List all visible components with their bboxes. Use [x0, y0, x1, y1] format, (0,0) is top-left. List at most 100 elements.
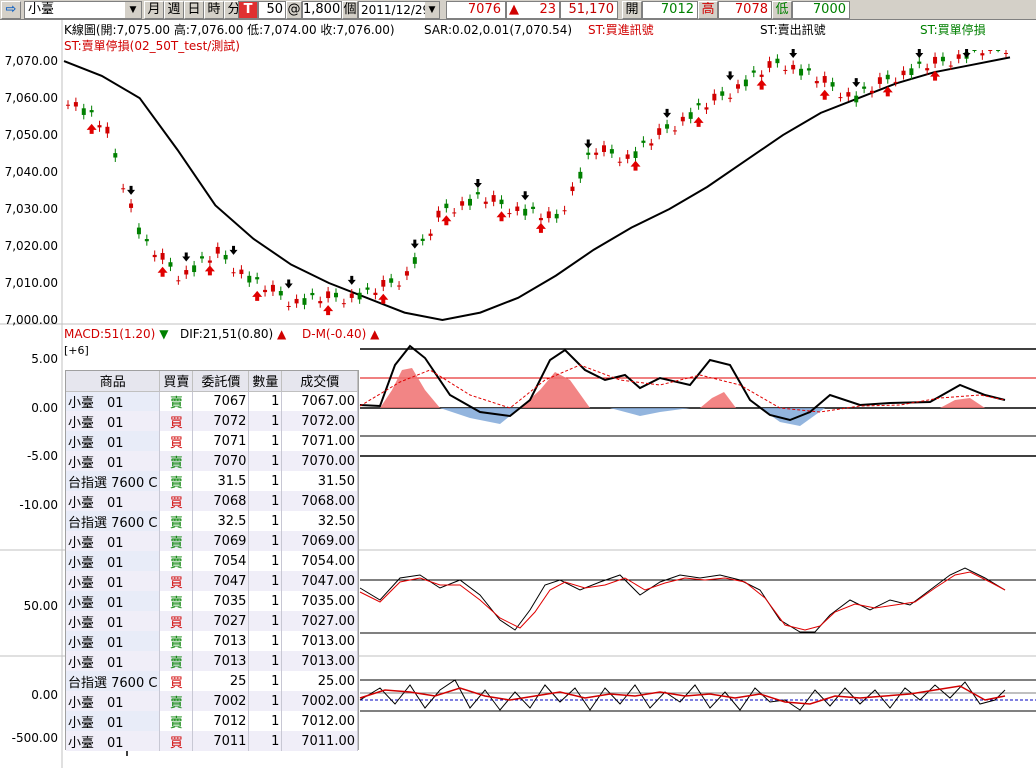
col-qty-header[interactable]: 數量: [248, 371, 283, 392]
candle-body: [192, 265, 197, 273]
order-fill-price: 7012.00: [281, 711, 358, 731]
macd-legend-text: MACD:51(1.20): [64, 327, 155, 341]
period-day-button[interactable]: 日: [184, 1, 204, 19]
order-fill-price: 7013.00: [281, 651, 358, 671]
candle-body: [310, 292, 315, 296]
period-month-button[interactable]: 月: [144, 1, 164, 19]
order-row[interactable]: 小臺 01 賣 7002 1 7002.00: [66, 691, 358, 711]
col-fill-header[interactable]: 成交價: [281, 371, 358, 392]
dif-line: [359, 344, 1006, 422]
candle-body: [176, 280, 181, 282]
candle-body: [365, 287, 370, 290]
candle-body: [696, 103, 701, 106]
candle-body: [168, 262, 173, 267]
order-fill-price: 7011.00: [281, 731, 358, 751]
candle-body: [814, 81, 819, 84]
candle-body: [231, 272, 236, 274]
order-row[interactable]: 小臺 01 賣 7054 1 7054.00: [66, 551, 358, 571]
order-fill-price: 31.50: [281, 471, 358, 491]
up-arrow-icon: ▲: [366, 327, 380, 341]
candle-body: [184, 270, 189, 275]
order-product: 小臺 01: [66, 611, 161, 631]
candle-body: [475, 192, 480, 195]
order-row[interactable]: 小臺 01 賣 7070 1 7070.00: [66, 451, 358, 471]
sell-signal-arrow-icon: [726, 71, 735, 81]
col-product-header[interactable]: 商品: [66, 371, 161, 392]
order-row[interactable]: 小臺 01 買 7011 1 7011.00: [66, 731, 358, 751]
sell-signal-arrow-icon: [284, 279, 293, 289]
qty-input[interactable]: 50: [258, 1, 286, 19]
macd-tag: [+6]: [64, 344, 89, 357]
col-side-header[interactable]: 買賣: [159, 371, 194, 392]
price-tick-label: 7,010.00: [5, 276, 58, 290]
volume-field: 51,170: [560, 1, 618, 19]
unit-label: 個: [342, 1, 358, 19]
macd-lines: [359, 344, 1036, 457]
kd-lines: [359, 567, 1036, 634]
order-product: 台指選 7600 C: [66, 471, 161, 491]
order-qty: 1: [248, 711, 283, 731]
order-row[interactable]: 小臺 01 賣 7013 1 7013.00: [66, 631, 358, 651]
amount-input[interactable]: 1,800: [302, 1, 342, 19]
candle-body: [578, 171, 583, 179]
order-product: 小臺 01: [66, 531, 161, 551]
candle-body: [672, 130, 677, 132]
chart-canvas[interactable]: K線圖(開:7,075.00 高:7,076.00 低:7,074.00 收:7…: [0, 20, 1036, 768]
candle-body: [263, 289, 268, 293]
order-fill-price: 7035.00: [281, 591, 358, 611]
order-row[interactable]: 小臺 01 買 7068 1 7068.00: [66, 491, 358, 511]
candle-body: [846, 92, 851, 97]
sell-signal-arrow-icon: [229, 245, 238, 255]
chevron-down-icon[interactable]: ▼: [125, 2, 141, 18]
order-price: 7054: [192, 551, 250, 571]
order-qty: 1: [248, 411, 283, 431]
dif-legend-text: DIF:21,51(0.80): [180, 327, 273, 341]
order-price: 7067: [192, 391, 250, 411]
candle-body: [223, 254, 228, 260]
order-row[interactable]: 小臺 01 賣 7069 1 7069.00: [66, 531, 358, 551]
order-row[interactable]: 台指選 7600 C 賣 31.5 1 31.50: [66, 471, 358, 491]
date-select[interactable]: 2011/12/29 ▼: [358, 1, 440, 19]
order-row[interactable]: 小臺 01 賣 7013 1 7013.00: [66, 651, 358, 671]
period-hour-button[interactable]: 時: [204, 1, 224, 19]
order-history-table[interactable]: 商品 買賣 委託價 數量 成交價 小臺 01 賣 7067 1 7067.00 小臺 01…: [65, 370, 359, 751]
order-row[interactable]: 小臺 01 賣 7012 1 7012.00: [66, 711, 358, 731]
order-row[interactable]: 小臺 01 買 7027 1 7027.00: [66, 611, 358, 631]
candle-body: [799, 68, 804, 76]
order-row[interactable]: 小臺 01 買 7047 1 7047.00: [66, 571, 358, 591]
chart-area[interactable]: K線圖(開:7,075.00 高:7,076.00 低:7,074.00 收:7…: [0, 20, 1036, 768]
order-row[interactable]: 台指選 7600 C 買 25 1 25.00: [66, 671, 358, 691]
order-row[interactable]: 小臺 01 賣 7035 1 7035.00: [66, 591, 358, 611]
candle-body: [854, 95, 859, 103]
order-qty: 1: [248, 671, 283, 691]
order-row[interactable]: 台指選 7600 C 賣 32.5 1 32.50: [66, 511, 358, 531]
col-price-header[interactable]: 委託價: [192, 371, 250, 392]
price-tick-label: 7,050.00: [5, 128, 58, 142]
nav-arrow-button[interactable]: ⇨: [1, 1, 21, 19]
order-qty: 1: [248, 691, 283, 711]
price-tick-label: 7,030.00: [5, 202, 58, 216]
candle-body: [515, 206, 520, 211]
indicator-tick-label: -10.00: [19, 498, 58, 512]
tick-chart-icon[interactable]: T: [238, 1, 258, 19]
candle-body: [428, 233, 433, 236]
order-side: 買: [159, 431, 194, 451]
order-row[interactable]: 小臺 01 買 7071 1 7071.00: [66, 431, 358, 451]
indicator-y-axes: 5.00 0.00 -5.00 -10.00 50.00 0.00 -500.00: [12, 352, 58, 745]
candle-body: [523, 208, 528, 216]
candle-body: [452, 212, 457, 214]
order-product: 小臺 01: [66, 591, 161, 611]
order-row[interactable]: 小臺 01 賣 7067 1 7067.00: [66, 391, 358, 411]
chevron-down-icon[interactable]: ▼: [425, 2, 439, 18]
order-row[interactable]: 小臺 01 買 7072 1 7072.00: [66, 411, 358, 431]
low-value: 7000: [792, 1, 850, 19]
price-tick-label: 7,020.00: [5, 239, 58, 253]
symbol-select[interactable]: 小臺 ▼: [24, 1, 142, 19]
candle-body: [357, 292, 362, 300]
period-week-button[interactable]: 週: [164, 1, 184, 19]
candle-body: [704, 107, 709, 110]
order-price: 7027: [192, 611, 250, 631]
candle-body: [688, 112, 693, 119]
macd-signal-line: [359, 364, 1006, 413]
candle-body: [444, 203, 449, 209]
